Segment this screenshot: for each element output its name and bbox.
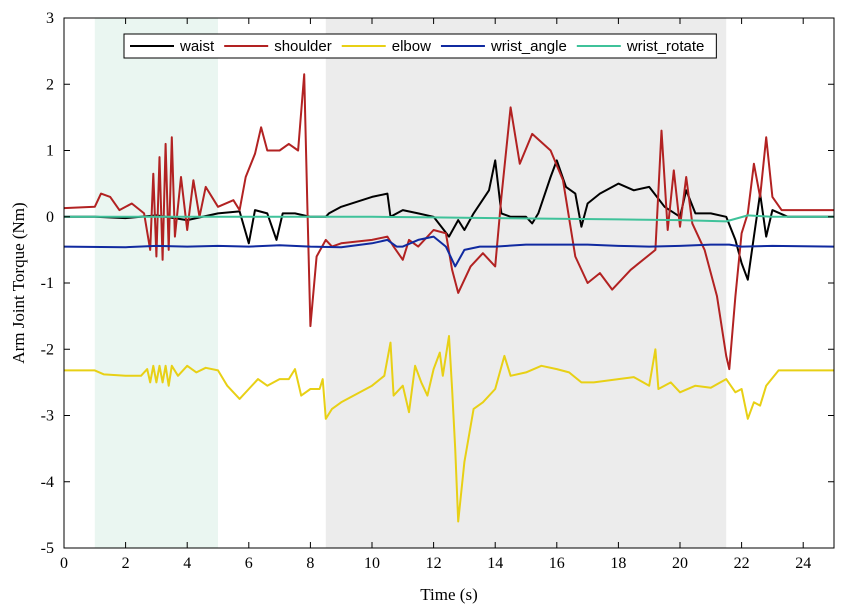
y-tick-label: 1 — [46, 143, 54, 160]
y-tick-label: 2 — [46, 76, 54, 93]
shaded-region-1 — [94, 18, 218, 548]
y-tick-label: -4 — [41, 474, 54, 491]
x-tick-label: 18 — [610, 555, 626, 572]
shaded-region-2 — [325, 18, 727, 548]
y-tick-label: 3 — [46, 10, 54, 27]
y-tick-label: -2 — [41, 341, 54, 358]
x-tick-label: 20 — [672, 555, 688, 572]
shaded-regions — [94, 18, 727, 548]
series-shoulder — [63, 73, 834, 371]
series-waist — [64, 159, 834, 281]
x-tick-label: 22 — [734, 555, 750, 572]
y-tick-label: -1 — [41, 275, 54, 292]
x-tick-label: 16 — [549, 555, 565, 572]
legend: waist shoulder elbow wrist_angle wrist_rotat… — [123, 33, 717, 59]
y-tick-label: -5 — [41, 540, 54, 557]
series-wrist-angle — [63, 235, 835, 268]
x-axis-title: Time (s) — [420, 585, 477, 604]
series-elbow — [64, 335, 834, 523]
plot-lines — [63, 73, 835, 523]
series-wrist-rotate — [64, 214, 834, 223]
x-tick-label: 14 — [487, 555, 503, 572]
x-tick-label: 6 — [245, 555, 253, 572]
y-axis-title: Arm Joint Torque (Nm) — [9, 202, 28, 363]
x-tick-label: 4 — [183, 555, 191, 572]
y-tick-label: 0 — [46, 209, 54, 226]
y-tick-label: -3 — [41, 408, 54, 425]
x-tick-label: 12 — [426, 555, 442, 572]
legend-label-elbow: elbow — [392, 38, 431, 55]
x-tick-label: 10 — [364, 555, 380, 572]
x-tick-label: 24 — [795, 555, 811, 572]
x-tick-label: 0 — [60, 555, 68, 572]
legend-label-waist: waist — [179, 38, 215, 55]
legend-label-shoulder: shoulder — [274, 38, 332, 55]
x-tick-label: 2 — [122, 555, 130, 572]
x-tick-label: 8 — [306, 555, 314, 572]
legend-label-wrist-angle: wrist_angle — [490, 38, 567, 55]
legend-label-wrist-rotate: wrist_rotate — [626, 38, 705, 55]
